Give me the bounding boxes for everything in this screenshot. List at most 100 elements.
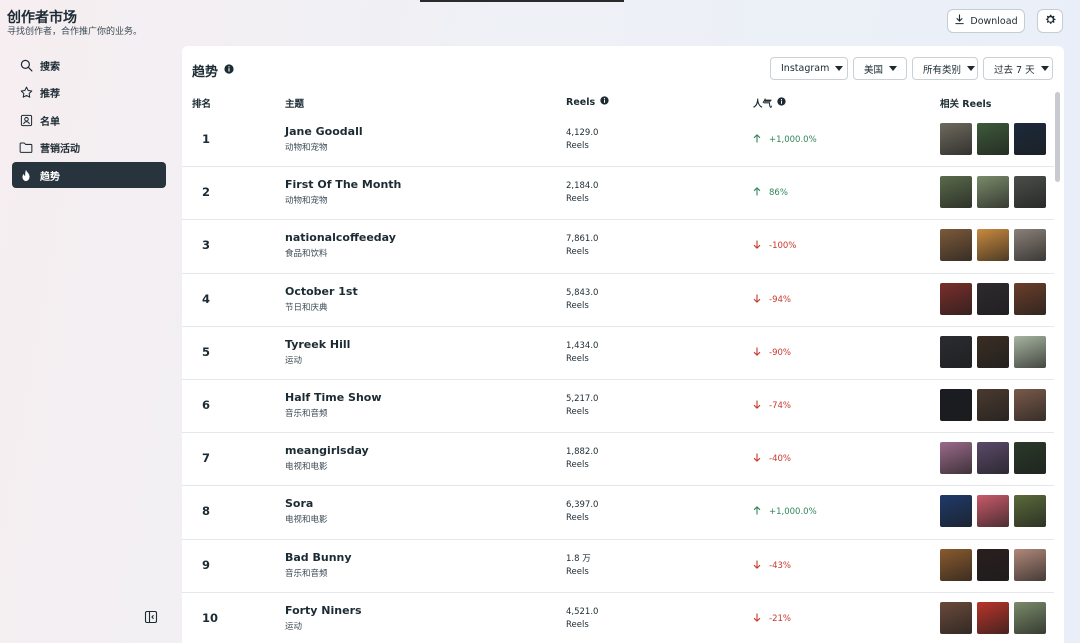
topic-cell: Forty Niners 运动 [285,604,362,632]
reel-thumbnail[interactable] [977,176,1009,209]
scrollbar-thumb[interactable] [1055,92,1060,182]
popularity-cell: -43% [753,560,791,572]
popularity-change: -74% [769,400,791,411]
popularity-cell: +1,000.0% [753,134,817,146]
reel-thumbnail[interactable] [940,601,972,634]
related-reels [940,495,1046,528]
reel-thumbnail[interactable] [940,388,972,421]
reels-unit: Reels [566,247,589,258]
reel-thumbnail[interactable] [977,548,1009,581]
country-filter[interactable]: 美国 [853,57,907,80]
topic-name-link[interactable]: Sora [285,497,314,511]
topic-name-link[interactable]: Half Time Show [285,390,382,404]
topic-category: 节日和庆典 [285,302,328,313]
table-row[interactable]: 7 meangirlsday 电视和电影 1,882.0 Reels -40% [182,433,1054,487]
reel-thumbnail[interactable] [940,176,972,209]
table-row[interactable]: 10 Forty Niners 运动 4,521.0 Reels -21% [182,593,1054,643]
period-filter[interactable]: 过去 7 天 [983,57,1053,80]
column-topic: 主题 [285,99,305,110]
topic-category: 动物和宠物 [285,143,328,153]
table-row[interactable]: 5 Tyreek Hill 运动 1,434.0 Reels -90% [182,327,1054,380]
sidebar-item-label: 营销活动 [40,144,80,156]
reel-thumbnail[interactable] [977,229,1009,262]
topic-name-link[interactable]: Tyreek Hill [285,337,351,351]
popularity-cell: -90% [753,347,791,359]
period-filter-value: 过去 7 天 [994,64,1035,76]
sidebar-item-search[interactable]: 搜索 [12,52,166,78]
info-icon[interactable] [777,97,786,109]
platform-filter[interactable]: Instagram [770,57,848,80]
reel-thumbnail[interactable] [977,335,1009,368]
download-button[interactable]: Download [947,9,1025,33]
reels-count: 5,217.0 [566,393,599,404]
topic-category: 运动 [285,621,303,632]
topic-cell: nationalcoffeeday 食品和饮料 [285,231,396,259]
popularity-change: -90% [769,347,791,358]
reel-thumbnail[interactable] [1014,495,1046,528]
table-row[interactable]: 9 Bad Bunny 音乐和音频 1.8 万 Reels -43% [182,540,1054,593]
topic-name-link[interactable]: Jane Goodall [285,125,363,138]
reel-thumbnail[interactable] [940,335,972,368]
reel-thumbnail[interactable] [1014,601,1046,634]
reel-thumbnail[interactable] [1014,282,1046,315]
reel-thumbnail[interactable] [1014,229,1046,262]
popularity-cell: +1,000.0% [753,506,817,518]
reel-thumbnail[interactable] [1014,176,1046,209]
search-icon [19,58,33,72]
reel-thumbnail[interactable] [1014,548,1046,581]
sidebar-item-recommended[interactable]: 推荐 [12,80,166,106]
reel-thumbnail[interactable] [1014,335,1046,368]
reel-thumbnail[interactable] [977,123,1009,155]
popularity-change: +1,000.0% [769,135,817,145]
reel-thumbnail[interactable] [977,442,1009,475]
topic-name-link[interactable]: Forty Niners [285,603,362,617]
info-icon[interactable] [600,96,609,108]
table-row[interactable]: 1 Jane Goodall 动物和宠物 4,129.0 Reels +1,000.0% [182,114,1054,168]
reel-thumbnail[interactable] [1014,442,1046,475]
category-filter[interactable]: 所有类别 [912,57,978,80]
popularity-cell: 86% [753,187,788,199]
reel-thumbnail[interactable] [940,442,972,475]
info-icon[interactable] [224,63,234,78]
popularity-cell: -21% [753,613,791,625]
reel-thumbnail[interactable] [1014,123,1046,155]
topic-name-link[interactable]: October 1st [285,284,358,298]
sidebar-item-campaigns[interactable]: 营销活动 [12,135,166,161]
reel-thumbnail[interactable] [940,229,972,262]
reel-thumbnail[interactable] [977,388,1009,421]
sidebar-toggle-icon[interactable] [144,610,158,624]
arrow-down-icon [753,240,761,252]
table-row[interactable]: 8 Sora 电视和电影 6,397.0 Reels +1,000.0% [182,486,1054,540]
related-reels [940,282,1046,315]
popularity-cell: -74% [753,400,791,412]
reel-thumbnail[interactable] [940,123,972,155]
popularity-cell: -94% [753,294,791,306]
topic-name-link[interactable]: Bad Bunny [285,550,352,564]
reel-thumbnail[interactable] [940,495,972,528]
topic-name-link[interactable]: nationalcoffeeday [285,231,396,245]
topic-category: 动物和宠物 [285,196,328,207]
reel-thumbnail[interactable] [940,282,972,315]
sidebar-item-trends[interactable]: 趋势 [12,162,166,189]
arrow-down-icon [753,613,761,625]
topic-cell: Sora 电视和电影 [285,497,328,525]
table-row[interactable]: 2 First Of The Month 动物和宠物 2,184.0 Reels 86% [182,167,1054,221]
table-row[interactable]: 3 nationalcoffeeday 食品和饮料 7,861.0 Reels -100% [182,220,1054,274]
reels-count: 6,397.0 [566,500,599,511]
reel-thumbnail[interactable] [1014,388,1046,421]
sidebar-item-lists[interactable]: 名单 [12,107,166,133]
topic-name-link[interactable]: meangirlsday [285,444,369,458]
trends-table-body: 1 Jane Goodall 动物和宠物 4,129.0 Reels +1,000.0% 2… [182,114,1054,643]
table-row[interactable]: 6 Half Time Show 音乐和音频 5,217.0 Reels -74% [182,380,1054,434]
reel-thumbnail[interactable] [977,495,1009,528]
settings-button[interactable] [1037,9,1063,33]
reels-unit: Reels [566,300,589,311]
reels-unit: Reels [566,353,589,364]
reel-thumbnail[interactable] [977,282,1009,315]
reel-thumbnail[interactable] [977,601,1009,634]
app-title: 创作者市场 [7,10,77,26]
topic-name-link[interactable]: First Of The Month [285,178,402,192]
reels-cell: 5,217.0 Reels [566,393,598,419]
reel-thumbnail[interactable] [940,548,972,581]
table-row[interactable]: 4 October 1st 节日和庆典 5,843.0 Reels -94% [182,274,1054,327]
